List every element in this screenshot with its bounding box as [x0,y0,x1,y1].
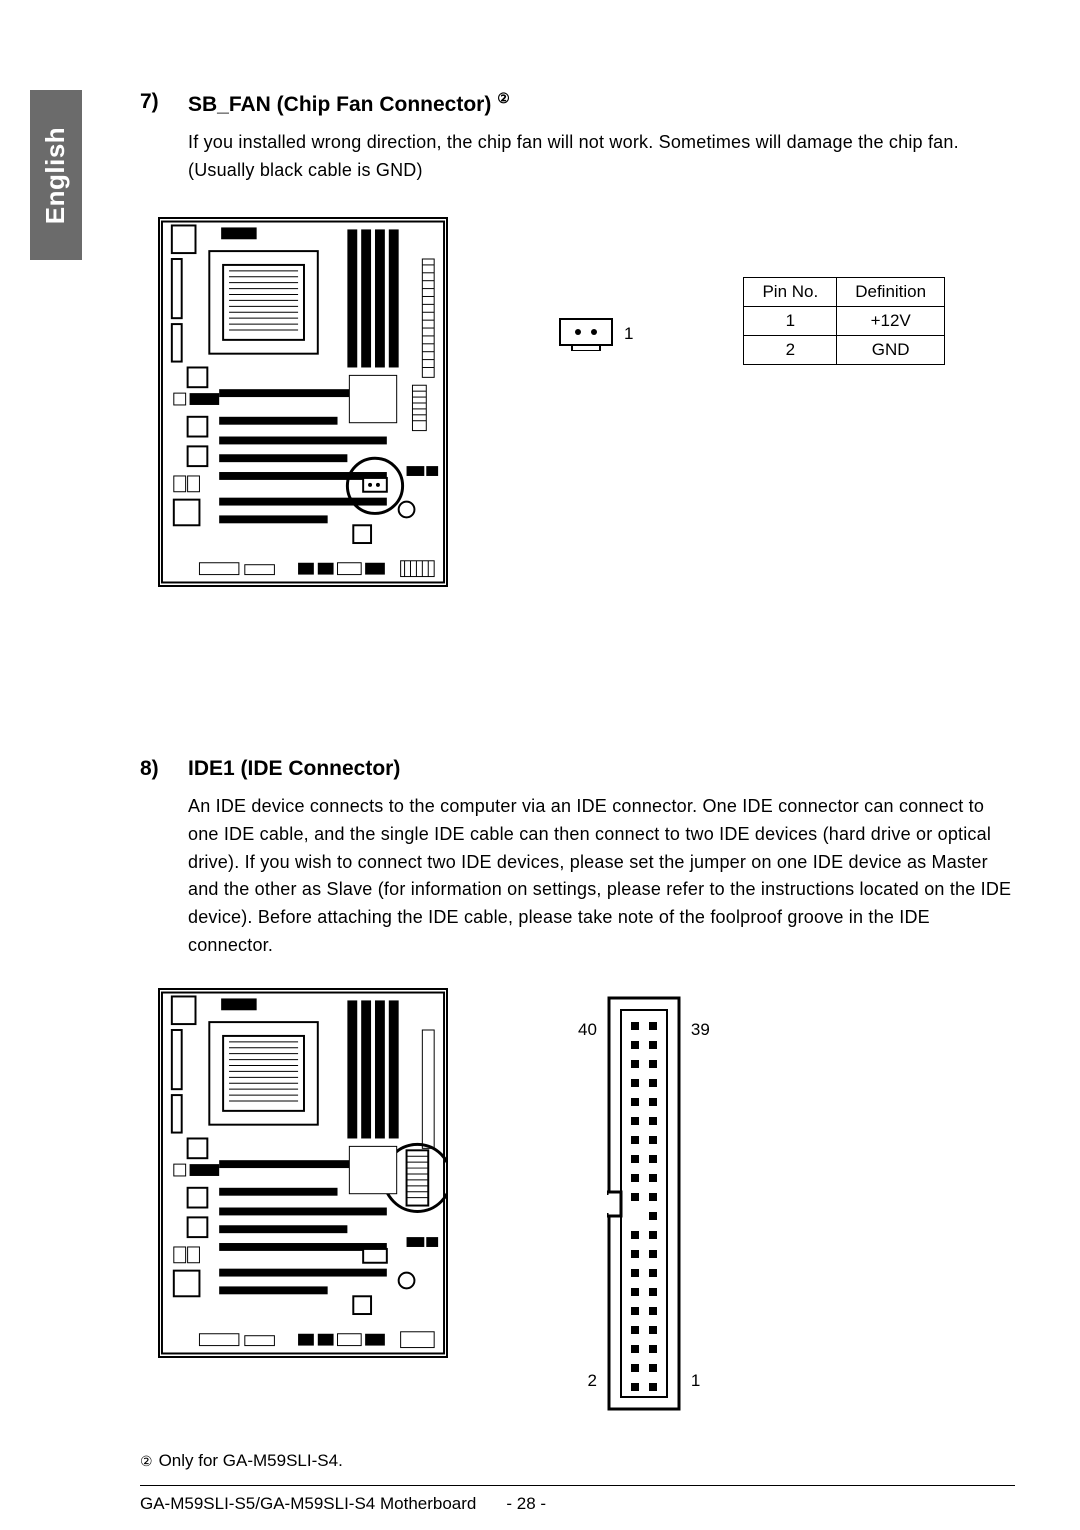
def-cell: GND [837,335,945,364]
sb-fan-connector-icon [558,317,614,351]
section-7-title-text: SB_FAN (Chip Fan Connector) [188,93,491,116]
footnote: ② Only for GA-M59SLI-S4. [140,1451,1015,1471]
section-7-body: If you installed wrong direction, the ch… [188,129,1015,185]
footer-page-number: - 28 - [506,1494,546,1514]
section-8-figure-area: 40 2 [158,988,1015,1411]
footnote-mark: ② [140,1453,153,1470]
ide-labels-left: 40 2 [578,996,597,1411]
ide-connector-detail: 40 2 [578,996,710,1411]
section-8-heading: 8) IDE1 (IDE Connector) [140,757,1015,781]
footnote-text: Only for GA-M59SLI-S4. [159,1451,343,1471]
section-8-body: An IDE device connects to the computer v… [188,793,1015,960]
motherboard-svg-8 [160,990,446,1356]
motherboard-svg-7 [160,219,446,585]
footer-model: GA-M59SLI-S5/GA-M59SLI-S4 Motherboard [140,1494,476,1514]
section-8: 8) IDE1 (IDE Connector) An IDE device co… [140,757,1015,1411]
ide-connector-icon [607,996,681,1411]
sb-fan-connector-detail: 1 [558,317,633,351]
page-footer: GA-M59SLI-S5/GA-M59SLI-S4 Motherboard - … [140,1485,1015,1514]
section-8-number: 8) [140,757,166,781]
section-7-figure-area: 1 Pin No. Definition 1 +12V 2 GND [158,217,1015,587]
section-7-number: 7) [140,90,166,114]
sb-fan-pin-table: Pin No. Definition 1 +12V 2 GND [743,277,945,365]
section-7-heading: 7) SB_FAN (Chip Fan Connector) ② [140,90,1015,117]
section-7: 7) SB_FAN (Chip Fan Connector) ② If you … [140,90,1015,587]
pin-cell: 1 [744,306,837,335]
sb-fan-pin1-label: 1 [624,324,633,344]
page-content: 7) SB_FAN (Chip Fan Connector) ② If you … [0,0,1080,1530]
motherboard-diagram-7 [158,217,448,587]
table-row: 1 +12V [744,306,945,335]
ide-labels-right: 39 1 [691,996,710,1411]
table-row: 2 GND [744,335,945,364]
def-cell: +12V [837,306,945,335]
ide-label-40: 40 [578,1020,597,1040]
pin-table-head-pin: Pin No. [744,277,837,306]
section-8-title: IDE1 (IDE Connector) [188,757,400,781]
ide-label-39: 39 [691,1020,710,1040]
pin-table-head-def: Definition [837,277,945,306]
section-7-note-mark: ② [497,90,510,106]
pin-cell: 2 [744,335,837,364]
ide-label-1: 1 [691,1371,710,1391]
section-7-title: SB_FAN (Chip Fan Connector) ② [188,90,510,117]
ide-label-2: 2 [578,1371,597,1391]
motherboard-diagram-8 [158,988,448,1358]
